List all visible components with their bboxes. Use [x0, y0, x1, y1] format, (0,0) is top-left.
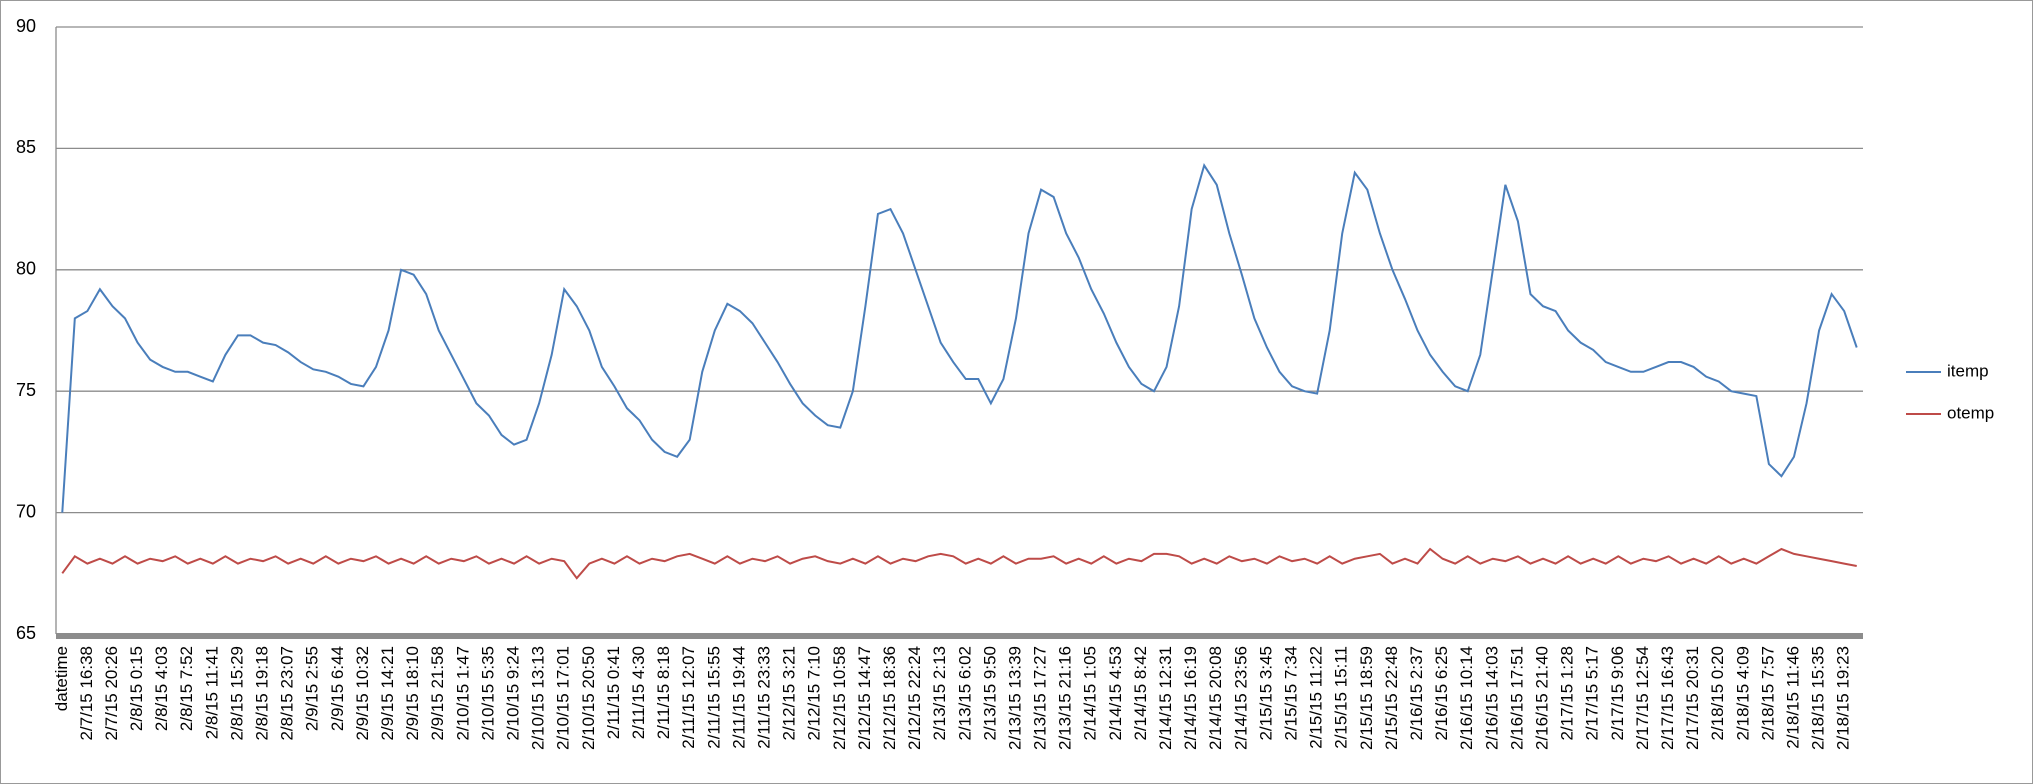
x-tick-label: 2/18/15 7:57 — [1758, 646, 1777, 741]
x-tick-label: 2/13/15 13:39 — [1005, 646, 1024, 750]
x-tick-label: 2/12/15 14:47 — [855, 646, 874, 750]
x-tick-label: 2/10/15 1:47 — [453, 646, 472, 741]
x-tick-label: 2/16/15 21:40 — [1532, 646, 1551, 750]
x-tick-label: 2/13/15 2:13 — [930, 646, 949, 741]
x-tick-label: 2/18/15 19:23 — [1834, 646, 1853, 750]
y-tick-label: 85 — [16, 137, 36, 157]
x-tick-label: 2/17/15 12:54 — [1633, 646, 1652, 750]
x-tick-label: 2/10/15 13:13 — [529, 646, 548, 750]
x-tick-label: 2/8/15 4:03 — [152, 646, 171, 731]
x-tick-label: 2/10/15 9:24 — [504, 646, 523, 741]
x-tick-label: 2/15/15 11:22 — [1307, 646, 1326, 749]
x-tick-label: 2/9/15 2:55 — [303, 646, 322, 731]
x-tick-label: 2/14/15 8:42 — [1131, 646, 1150, 741]
y-tick-label: 70 — [16, 501, 36, 521]
x-tick-label: 2/11/15 0:41 — [604, 646, 623, 739]
x-tick-label: 2/14/15 16:19 — [1181, 646, 1200, 750]
x-tick-label: 2/15/15 15:11 — [1332, 646, 1351, 749]
x-tick-label: 2/17/15 5:17 — [1583, 646, 1602, 741]
x-tick-label: 2/16/15 2:37 — [1407, 646, 1426, 741]
x-tick-label: 2/14/15 1:05 — [1081, 646, 1100, 741]
x-tick-label: 2/11/15 23:33 — [754, 646, 773, 749]
y-tick-label: 65 — [16, 623, 36, 643]
x-tick-label: 2/18/15 11:46 — [1783, 646, 1802, 749]
line-series — [61, 547, 1857, 580]
x-tick-label: 2/13/15 6:02 — [955, 646, 974, 741]
x-tick-label: 2/8/15 19:18 — [253, 646, 272, 741]
x-tick-label: 2/18/15 4:09 — [1733, 646, 1752, 741]
x-tick-label: 2/12/15 3:21 — [780, 646, 799, 741]
x-tick-label: 2/15/15 7:34 — [1282, 646, 1301, 741]
x-tick-label: 2/15/15 22:48 — [1382, 646, 1401, 750]
x-tick-label: 2/14/15 20:08 — [1206, 646, 1225, 750]
x-tick-label: 2/8/15 23:07 — [278, 646, 297, 741]
x-tick-label: 2/11/15 4:30 — [629, 646, 648, 739]
x-tick-label: 2/8/15 11:41 — [202, 646, 221, 739]
x-tick-label: 2/15/15 18:59 — [1357, 646, 1376, 750]
x-tick-label: 2/11/15 12:07 — [679, 646, 698, 749]
x-tick-label: 2/17/15 20:31 — [1683, 646, 1702, 750]
x-tick-label: 2/8/15 15:29 — [227, 646, 246, 741]
x-tick-label: 2/13/15 17:27 — [1031, 646, 1050, 750]
x-tick-label: 2/12/15 7:10 — [805, 646, 824, 741]
x-tick-label: 2/9/15 21:58 — [428, 646, 447, 741]
y-tick-label: 80 — [16, 259, 36, 279]
x-tick-label: 2/15/15 3:45 — [1256, 646, 1275, 741]
x-tick-label: 2/17/15 9:06 — [1608, 646, 1627, 741]
x-tick-label: 2/9/15 10:32 — [353, 646, 372, 741]
x-tick-label: 2/11/15 19:44 — [729, 646, 748, 749]
x-tick-label: 2/12/15 10:58 — [830, 646, 849, 750]
x-tick-label: 2/14/15 23:56 — [1231, 646, 1250, 750]
x-tick-label: 2/9/15 6:44 — [328, 646, 347, 731]
x-tick-label: 2/7/15 16:38 — [77, 646, 96, 741]
x-tick-label: 2/11/15 8:18 — [654, 646, 673, 739]
y-tick-label: 90 — [16, 16, 36, 36]
y-tick-label: 75 — [16, 380, 36, 400]
x-tick-label: 2/17/15 16:43 — [1658, 646, 1677, 750]
x-tick-label: datetime — [52, 646, 71, 711]
x-tick-label: 2/9/15 14:21 — [378, 646, 397, 741]
x-tick-label: 2/13/15 21:16 — [1056, 646, 1075, 750]
x-tick-label: 2/14/15 4:53 — [1106, 646, 1125, 741]
x-tick-label: 2/10/15 20:50 — [579, 646, 598, 750]
x-tick-label: 2/11/15 15:55 — [704, 646, 723, 749]
x-tick-label: 2/18/15 0:20 — [1708, 646, 1727, 741]
x-tick-label: 2/8/15 0:15 — [127, 646, 146, 731]
x-tick-label: 2/14/15 12:31 — [1156, 646, 1175, 750]
x-tick-label: 2/12/15 22:24 — [905, 646, 924, 750]
x-tick-label: 2/16/15 10:14 — [1457, 646, 1476, 750]
x-tick-label: 2/10/15 17:01 — [554, 646, 573, 750]
legend-label: otemp — [1947, 403, 1994, 422]
x-tick-label: 2/16/15 14:03 — [1482, 646, 1501, 750]
x-tick-label: 2/18/15 15:35 — [1809, 646, 1828, 750]
legend-label: itemp — [1947, 361, 1989, 380]
x-tick-label: 2/10/15 5:35 — [478, 646, 497, 741]
line-series — [61, 163, 1858, 513]
x-tick-label: 2/8/15 7:52 — [177, 646, 196, 731]
x-tick-label: 2/16/15 6:25 — [1432, 646, 1451, 741]
x-tick-label: 2/13/15 9:50 — [980, 646, 999, 741]
x-tick-label: 2/9/15 18:10 — [403, 646, 422, 741]
x-tick-label: 2/7/15 20:26 — [102, 646, 121, 741]
x-tick-label: 2/16/15 17:51 — [1507, 646, 1526, 750]
x-tick-label: 2/12/15 18:36 — [880, 646, 899, 750]
x-tick-label: 2/17/15 1:28 — [1558, 646, 1577, 741]
